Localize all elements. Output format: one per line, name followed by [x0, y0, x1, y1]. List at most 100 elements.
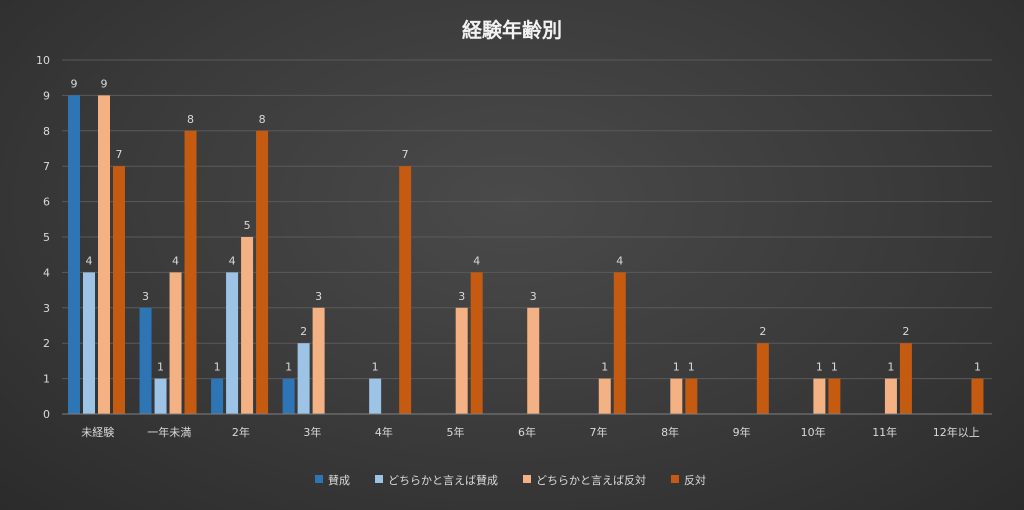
x-category-label: 8年: [661, 425, 679, 439]
data-label: 5: [244, 219, 251, 232]
y-tick-label: 5: [43, 231, 50, 244]
y-tick-label: 10: [36, 54, 50, 67]
data-label: 4: [473, 254, 480, 267]
data-label: 1: [887, 361, 894, 374]
data-label: 1: [157, 361, 164, 374]
data-label: 2: [300, 325, 307, 338]
bar: [670, 378, 683, 414]
data-label: 7: [116, 148, 123, 161]
bar: [68, 95, 80, 415]
y-axis-ticks: 0 1 2 3 4 5 6 7 8 9 10: [36, 54, 50, 421]
data-label: 3: [458, 290, 465, 303]
bar: [169, 272, 182, 414]
gridlines: [62, 59, 992, 380]
bar: [813, 378, 826, 414]
data-label: 7: [402, 148, 409, 161]
data-label: 1: [974, 361, 981, 374]
data-label: 1: [688, 361, 695, 374]
bar: [312, 307, 325, 414]
x-axis-categories: 未経験 一年未満 2年 3年 4年 5年 6年 7年 8年 9年 10年 11年 12年以上: [81, 425, 979, 439]
data-label: 1: [214, 361, 221, 374]
x-category-label: 9年: [733, 425, 751, 439]
y-tick-label: 9: [43, 89, 50, 102]
data-label: 1: [372, 361, 379, 374]
legend-swatch: [315, 475, 324, 483]
y-tick-label: 2: [43, 337, 50, 350]
bar: [527, 307, 540, 414]
data-label: 4: [86, 254, 93, 267]
bar: [399, 166, 412, 414]
bar: [369, 378, 382, 414]
y-tick-label: 1: [43, 373, 50, 386]
bar: [685, 378, 698, 414]
y-tick-label: 3: [43, 302, 50, 315]
data-label: 1: [831, 361, 838, 374]
data-label: 2: [759, 325, 766, 338]
bar: [241, 237, 254, 414]
y-tick-label: 0: [43, 408, 50, 421]
data-label: 1: [285, 361, 292, 374]
data-label: 4: [172, 254, 179, 267]
x-category-label: 12年以上: [933, 425, 980, 439]
chart-title: 経験年齢別: [462, 18, 562, 42]
legend-label: どちらかと言えば賛成: [388, 473, 498, 487]
x-category-label: 11年: [872, 425, 897, 439]
bar: [139, 307, 152, 414]
x-category-label: 一年未満: [147, 425, 191, 439]
bar: [470, 272, 483, 414]
y-tick-label: 7: [43, 160, 50, 173]
bars: [68, 95, 984, 415]
legend-label: 賛成: [328, 473, 350, 487]
bar: [282, 378, 295, 414]
y-tick-label: 4: [43, 266, 50, 279]
data-label: 2: [902, 325, 909, 338]
data-label: 8: [259, 113, 266, 126]
legend-label: 反対: [684, 473, 706, 487]
bar: [226, 272, 239, 414]
bar: [154, 378, 167, 414]
bar: [455, 307, 468, 414]
bar: [884, 378, 897, 414]
data-label: 4: [229, 254, 236, 267]
bar: [83, 272, 95, 414]
bar: [184, 130, 197, 415]
x-category-label: 5年: [446, 425, 464, 439]
data-label: 1: [601, 361, 608, 374]
data-label: 4: [616, 254, 623, 267]
legend-swatch: [670, 475, 679, 483]
bar: [297, 343, 310, 414]
legend: 賛成 どちらかと言えば賛成 どちらかと言えば反対 反対: [315, 473, 706, 487]
data-label: 3: [315, 290, 322, 303]
legend-swatch: [375, 475, 384, 483]
x-category-label: 未経験: [81, 425, 114, 439]
y-tick-label: 6: [43, 196, 50, 209]
data-label: 1: [816, 361, 823, 374]
data-label: 8: [187, 113, 194, 126]
data-label: 9: [101, 77, 108, 90]
x-category-label: 7年: [590, 425, 608, 439]
bar: [828, 378, 841, 414]
x-category-label: 4年: [375, 425, 393, 439]
y-tick-label: 8: [43, 125, 50, 138]
data-label: 3: [142, 290, 149, 303]
bar: [598, 378, 611, 414]
x-category-label: 3年: [303, 425, 321, 439]
data-label: 1: [673, 361, 680, 374]
bar: [756, 343, 769, 414]
bar: [971, 378, 984, 414]
bar: [256, 130, 269, 415]
bar: [98, 95, 110, 415]
bar: [613, 272, 626, 414]
data-label: 3: [530, 290, 537, 303]
x-category-label: 10年: [801, 425, 826, 439]
bar: [113, 166, 125, 414]
data-label: 9: [71, 77, 78, 90]
x-category-label: 6年: [518, 425, 536, 439]
legend-label: どちらかと言えば反対: [536, 473, 646, 487]
bar: [211, 378, 224, 414]
bar: [899, 343, 912, 414]
legend-swatch: [523, 475, 531, 483]
x-category-label: 2年: [232, 425, 250, 439]
